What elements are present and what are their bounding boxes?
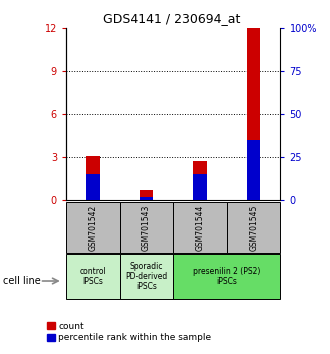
Bar [119,254,173,299]
Text: Sporadic
PD-derived
iPSCs: Sporadic PD-derived iPSCs [125,262,168,291]
Bar [86,156,100,200]
Bar [140,190,153,200]
Text: GSM701542: GSM701542 [88,204,97,251]
Text: GSM701544: GSM701544 [196,204,205,251]
Text: GSM701543: GSM701543 [142,204,151,251]
Bar [193,161,207,200]
Text: GSM701545: GSM701545 [249,204,258,251]
Bar [173,202,227,253]
Text: presenilin 2 (PS2)
iPSCs: presenilin 2 (PS2) iPSCs [193,267,261,286]
Bar [66,202,119,253]
Bar [140,198,153,200]
Bar [227,202,280,253]
Legend: count, percentile rank within the sample: count, percentile rank within the sample [48,322,212,342]
Bar [247,140,260,200]
Text: GDS4141 / 230694_at: GDS4141 / 230694_at [103,12,240,25]
Bar [86,174,100,200]
Bar [119,202,173,253]
Bar [173,254,280,299]
Text: cell line: cell line [3,276,41,286]
Bar [193,174,207,200]
Bar [247,28,260,200]
Bar [66,254,119,299]
Text: control
IPSCs: control IPSCs [80,267,106,286]
